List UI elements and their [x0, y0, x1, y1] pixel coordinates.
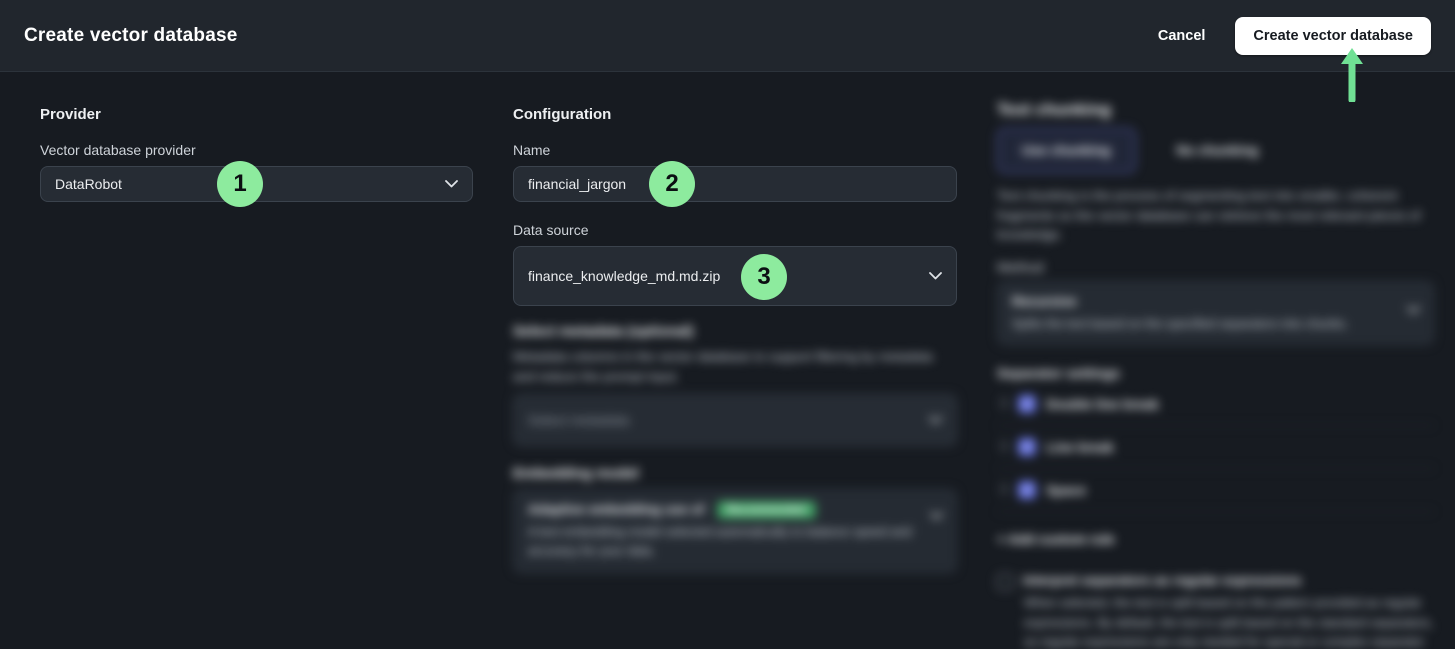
name-input[interactable]: financial_jargon 2	[513, 161, 957, 207]
checkbox-checked-icon[interactable]: ✓	[1018, 395, 1037, 414]
cancel-button[interactable]: Cancel	[1154, 20, 1210, 52]
separator-row-double-line-break: ⠿ ✓ Double line break	[997, 383, 1434, 427]
embedding-heading: Embedding model	[513, 466, 639, 482]
embedding-panel-description: A text embedding model selected automati…	[528, 525, 912, 558]
annotation-arrow-up-icon	[1338, 48, 1366, 107]
tab-use-chunking[interactable]: Use chunking	[997, 128, 1136, 173]
embedding-section: Embedding model Adaptive embedding use o…	[513, 466, 957, 573]
create-vector-database-button[interactable]: Create vector database	[1235, 16, 1431, 55]
separator-label: Line break	[1046, 439, 1114, 455]
data-source-selected-value: finance_knowledge_md.md.zip	[528, 268, 721, 284]
dialog-body: Provider Vector database provider DataRo…	[0, 72, 1455, 649]
method-select[interactable]: Recursive Splits the text based on the s…	[997, 280, 1434, 346]
checkbox-checked-icon[interactable]: ✓	[1018, 438, 1037, 457]
metadata-section: Select metadata (optional) Metadata colu…	[513, 324, 957, 446]
provider-field-label: Vector database provider	[40, 142, 196, 158]
checkbox-unchecked-icon[interactable]	[997, 574, 1013, 591]
add-custom-rule-button[interactable]: + Add custom rule	[997, 528, 1115, 551]
provider-section: Provider Vector database provider DataRo…	[40, 72, 473, 649]
separator-row-line-break: ⠿ ✓ Line break	[997, 426, 1434, 470]
metadata-description: Metadata columns in the vector database …	[513, 349, 933, 384]
regex-option-label: Interpret separators as regular expressi…	[1023, 573, 1302, 589]
provider-selected-value: DataRobot	[55, 176, 122, 192]
method-label: Method	[997, 258, 1044, 275]
metadata-placeholder: Select metadata	[528, 412, 630, 428]
provider-heading: Provider	[40, 106, 101, 123]
name-field-label: Name	[513, 142, 551, 158]
chunking-heading: Text chunking	[997, 100, 1111, 119]
metadata-multiselect[interactable]: Select metadata	[513, 394, 957, 446]
configuration-heading: Configuration	[513, 106, 612, 123]
dialog-header: Create vector database Cancel Create vec…	[0, 0, 1455, 72]
drag-handle-icon[interactable]: ⠿	[999, 438, 1009, 455]
configuration-section: Configuration Name financial_jargon 2 Da…	[513, 72, 957, 649]
metadata-heading: Select metadata (optional)	[513, 324, 694, 340]
chevron-down-icon	[1407, 305, 1420, 314]
name-input-value: financial_jargon	[528, 176, 627, 192]
step-annotation-3: 3	[741, 254, 787, 300]
header-actions: Cancel Create vector database	[1154, 16, 1431, 55]
chunking-tabs: Use chunking No chunking	[997, 128, 1434, 173]
chevron-down-icon	[929, 416, 942, 424]
checkbox-checked-icon[interactable]: ✓	[1018, 481, 1037, 500]
step-annotation-2: 2	[649, 161, 695, 207]
page-title: Create vector database	[24, 24, 238, 46]
tab-no-chunking[interactable]: No chunking	[1152, 128, 1284, 173]
chunking-description: Text chunking is the process of segmenti…	[997, 188, 1421, 242]
embedding-panel-title: Adaptive embedding use of	[528, 502, 705, 517]
separator-settings-label: Separator settings	[997, 365, 1120, 382]
drag-handle-icon[interactable]: ⠿	[999, 481, 1009, 498]
step-annotation-1: 1	[217, 161, 263, 207]
regex-option-description: When selected, the text is split based o…	[1024, 596, 1434, 649]
method-selected-value: Recursive	[1012, 293, 1077, 309]
method-description: Splits the text based on the specified s…	[1012, 316, 1349, 331]
data-source-field-label: Data source	[513, 222, 589, 238]
chunking-section: Text chunking Use chunking No chunking T…	[997, 72, 1434, 649]
separator-label: Space	[1046, 482, 1087, 498]
chevron-down-icon	[930, 512, 943, 520]
regex-option-row: Interpret separators as regular expressi…	[997, 573, 1434, 591]
embedding-model-selector[interactable]: Adaptive embedding use of Recommended A …	[513, 489, 957, 573]
drag-handle-icon[interactable]: ⠿	[999, 395, 1009, 412]
separator-label: Double line break	[1046, 396, 1159, 412]
separator-row-space: ⠿ ✓ Space	[997, 469, 1434, 513]
data-source-select[interactable]: finance_knowledge_md.md.zip 3	[513, 246, 957, 306]
chevron-down-icon	[929, 272, 942, 280]
vector-database-provider-select[interactable]: DataRobot 1	[40, 161, 473, 207]
embedding-recommended-badge: Recommended	[716, 501, 816, 519]
chevron-down-icon	[445, 180, 458, 188]
